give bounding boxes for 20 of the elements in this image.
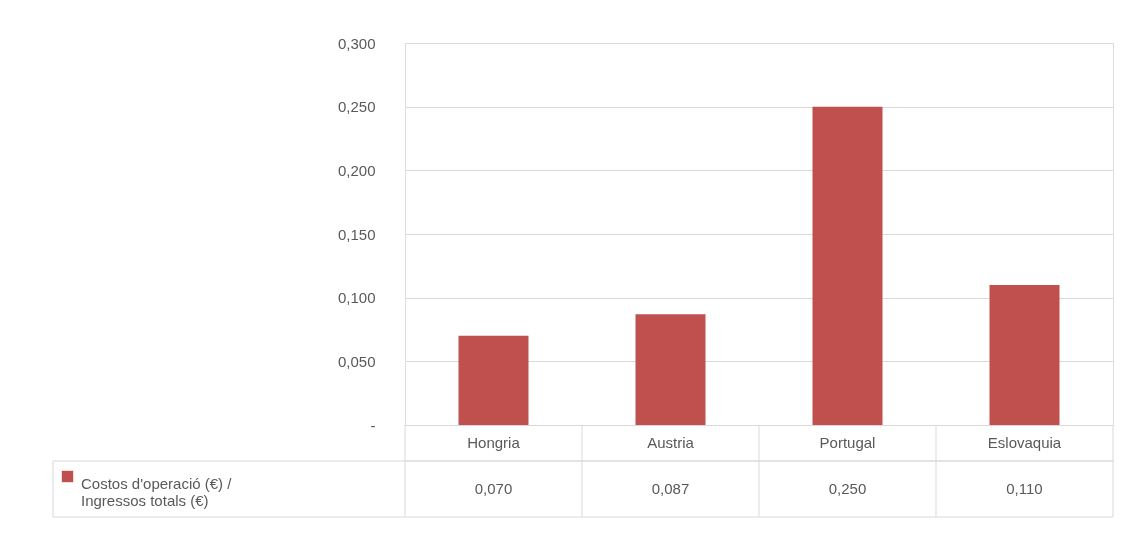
legend-label: Costos d'operació (€) / Ingressos totals (€) xyxy=(81,474,233,509)
y-tick-label: 0,150 xyxy=(337,225,376,243)
bar xyxy=(635,314,706,425)
bar xyxy=(458,335,529,425)
x-tick-label: Eslovaquia xyxy=(987,433,1062,451)
y-tick-label: 0,300 xyxy=(337,34,376,52)
x-tick-label: Portugal xyxy=(819,433,876,451)
y-tick-label: - xyxy=(370,416,376,434)
y-tick-label: 0,100 xyxy=(337,289,376,307)
data-label: 0,250 xyxy=(828,480,867,497)
y-tick-label: 0,050 xyxy=(337,352,376,370)
data-label: 0,070 xyxy=(474,480,513,497)
y-tick-label: 0,250 xyxy=(337,98,376,116)
x-tick-label: Hongria xyxy=(467,433,521,451)
bar xyxy=(812,106,883,425)
data-label: 0,087 xyxy=(651,480,690,497)
data-label: 0,110 xyxy=(1006,480,1043,497)
y-tick-label: 0,200 xyxy=(337,161,376,179)
x-tick-label: Austria xyxy=(647,433,695,451)
bar xyxy=(989,284,1060,425)
